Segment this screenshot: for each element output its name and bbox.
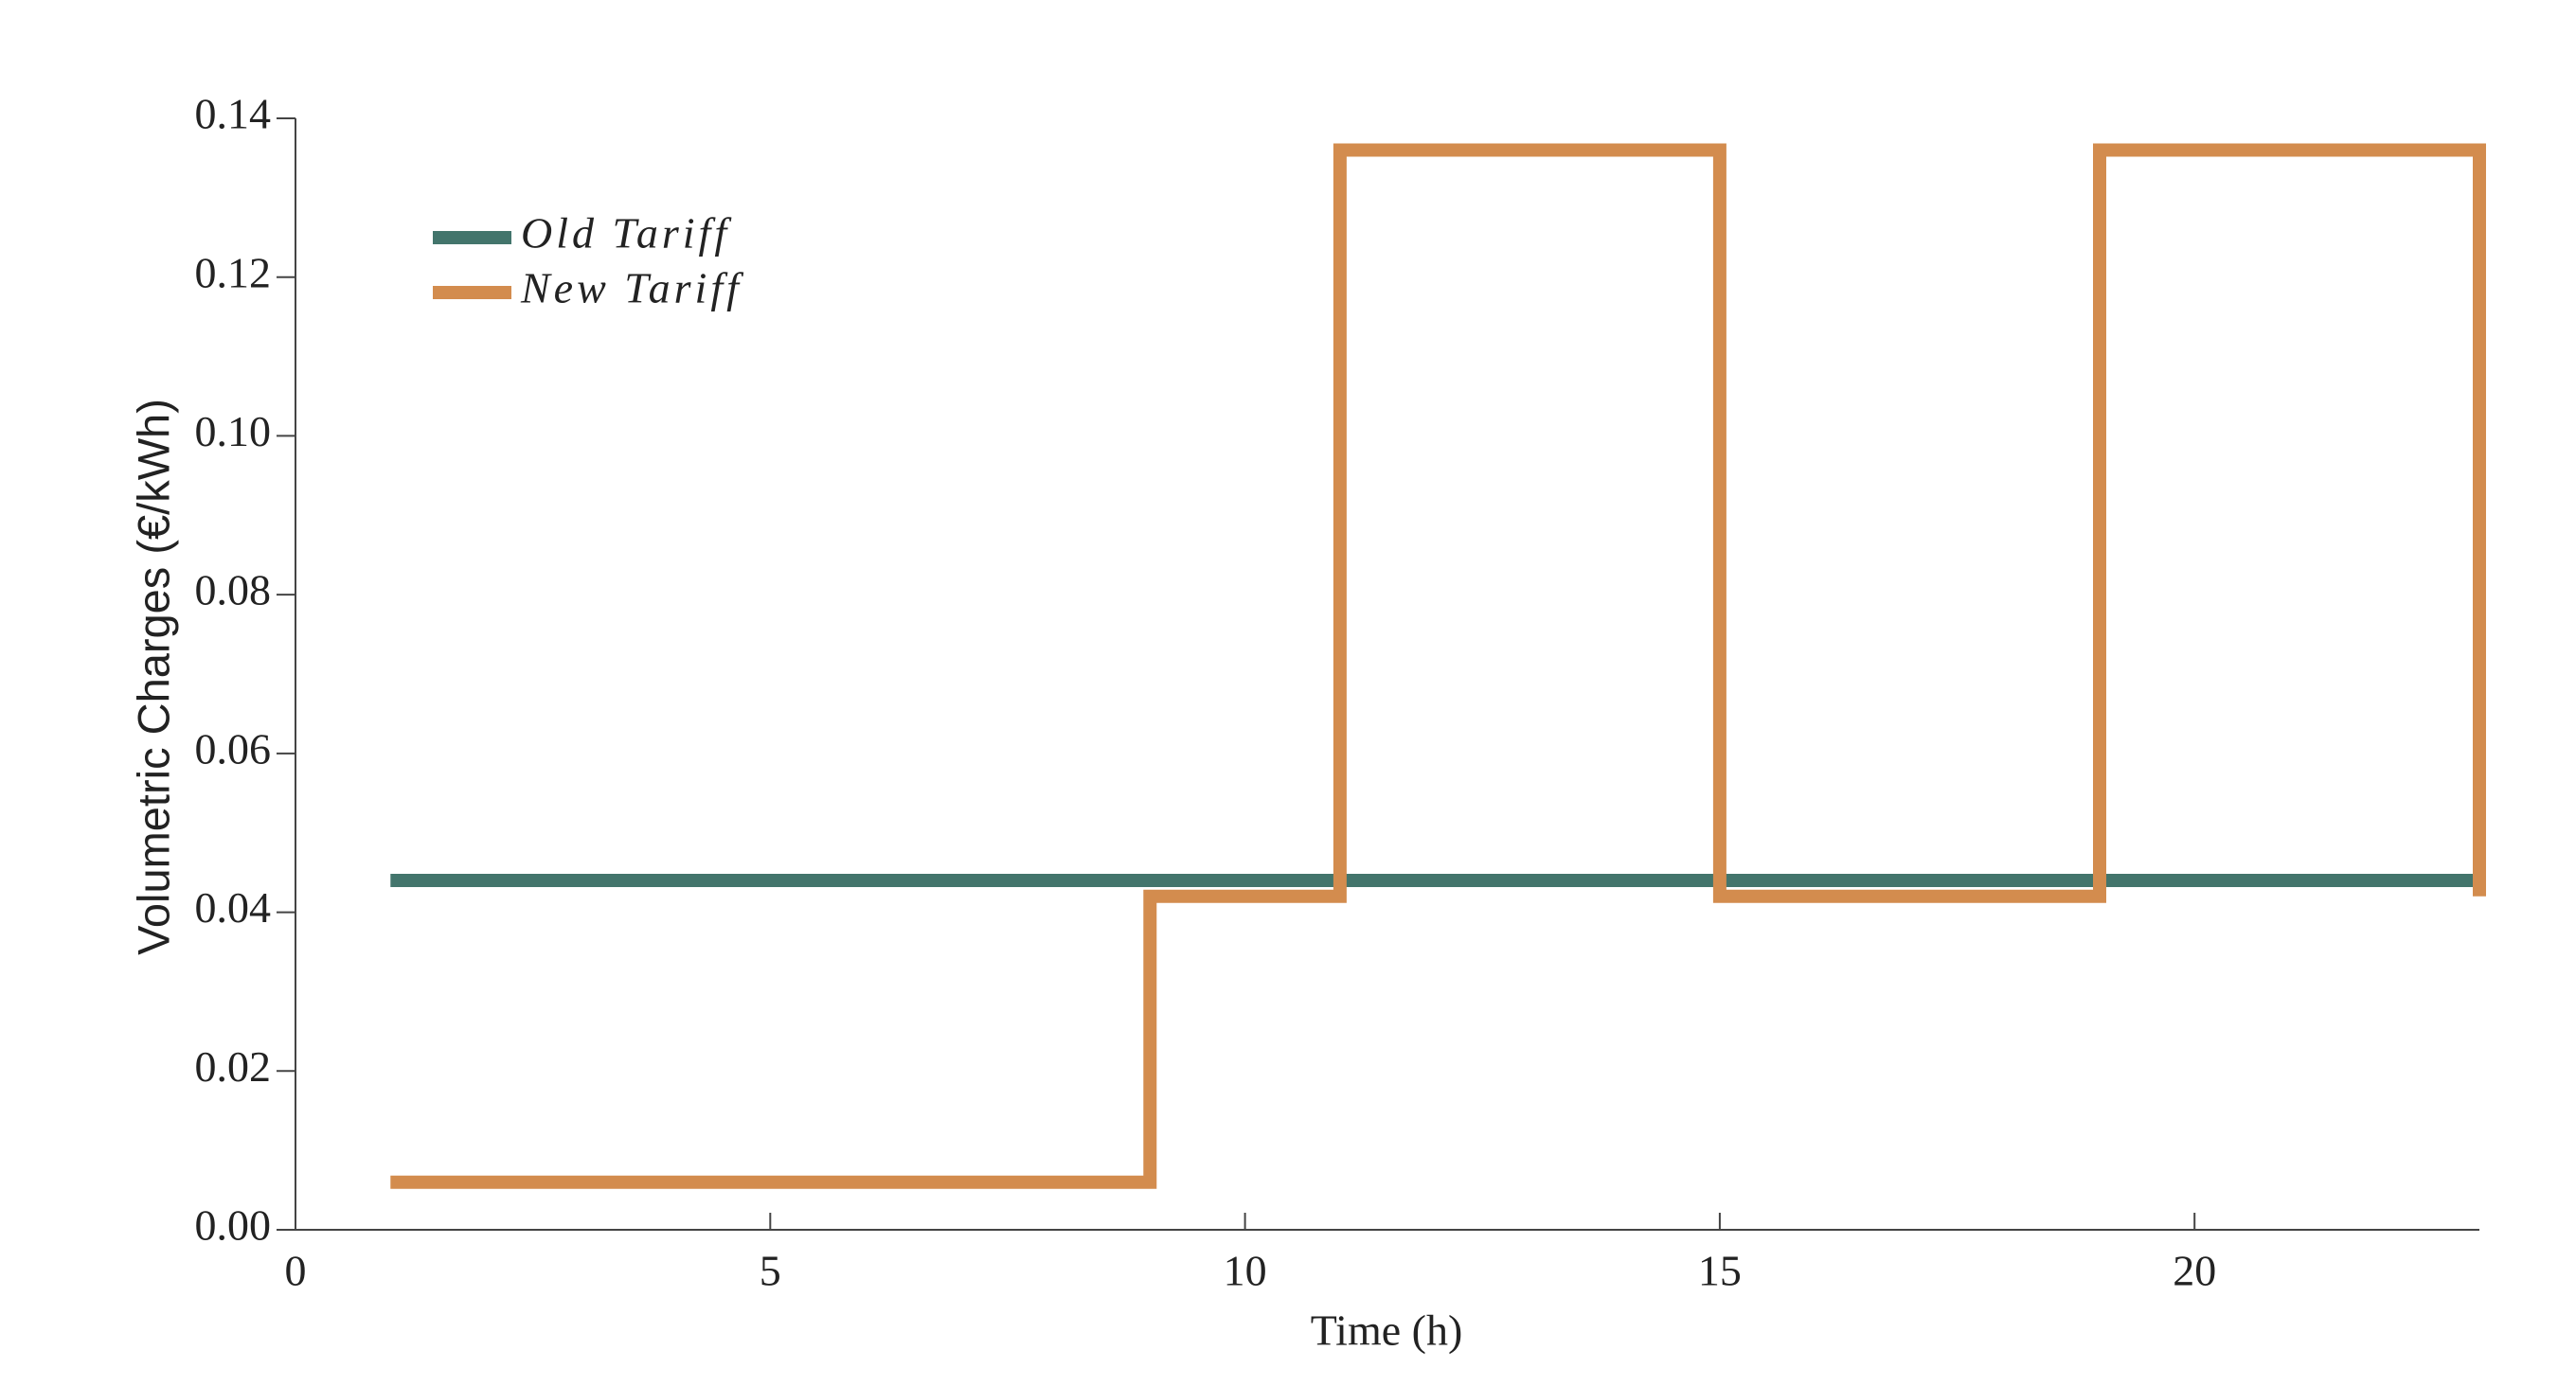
y-tick-label: 0.00 xyxy=(195,1201,272,1250)
y-tick-label: 0.14 xyxy=(195,90,272,138)
x-tick-label: 15 xyxy=(1698,1247,1742,1295)
y-tick-label: 0.12 xyxy=(195,248,272,296)
y-axis-label: Volumetric Charges (€/kWh) xyxy=(128,399,178,955)
x-tick-label: 20 xyxy=(2173,1247,2216,1295)
y-tick-label: 0.02 xyxy=(195,1042,272,1091)
series-line xyxy=(390,143,2486,1189)
x-tick-label: 10 xyxy=(1224,1247,1267,1295)
x-axis-label: Time (h) xyxy=(1311,1306,1463,1355)
y-tick-label: 0.10 xyxy=(195,407,272,455)
y-tick-label: 0.04 xyxy=(195,883,272,932)
x-tick-label: 0 xyxy=(285,1247,307,1295)
x-tick-label: 5 xyxy=(760,1247,781,1295)
y-tick-label: 0.06 xyxy=(195,724,272,773)
legend-label: Old Tariff xyxy=(521,209,732,258)
y-tick-label: 0.08 xyxy=(195,566,272,614)
legend-label: New Tariff xyxy=(520,264,744,312)
